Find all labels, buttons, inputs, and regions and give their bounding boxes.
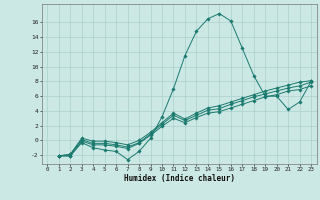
X-axis label: Humidex (Indice chaleur): Humidex (Indice chaleur)	[124, 174, 235, 183]
